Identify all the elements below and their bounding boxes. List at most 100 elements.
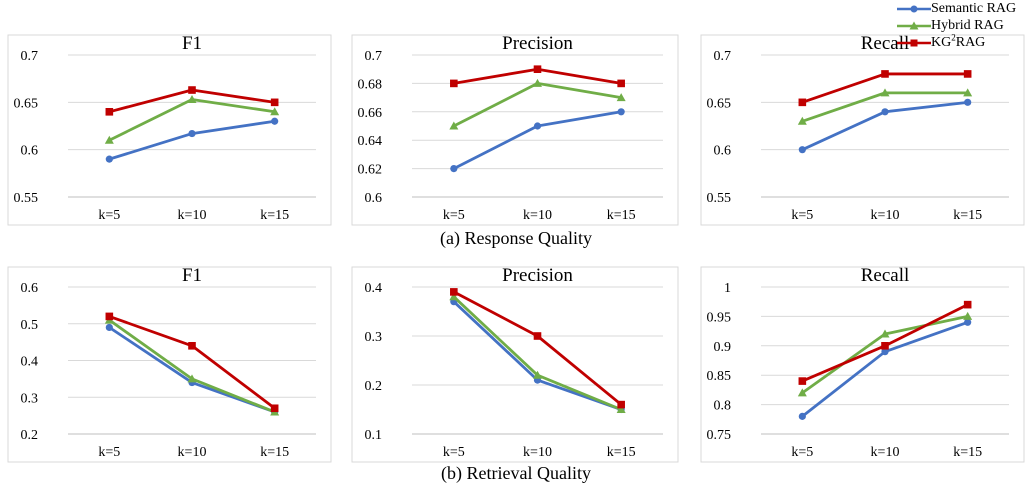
chart-title: Precision [502,33,573,54]
x-tick-label: k=15 [260,445,289,460]
data-point-semantic-rag [964,318,972,326]
data-point-semantic-rag [617,108,625,116]
legend-label: KG2RAG [931,32,986,50]
data-point-kg2rag [881,342,889,350]
data-point-kg2rag [881,70,889,78]
y-tick-label: 0.55 [707,191,732,206]
chart-frame [7,34,332,226]
data-point-kg2rag [188,342,196,350]
data-point-semantic-rag [105,323,113,332]
x-tick-label: k=15 [607,445,636,460]
data-point-kg2rag [533,332,542,340]
chart-title: F1 [182,33,202,54]
y-tick-label: 0.66 [358,106,383,121]
chart-title: F1 [182,265,202,286]
legend-label: Hybrid RAG [931,18,1004,33]
x-tick-label: k=10 [871,208,900,223]
data-point-hybrid-rag [616,405,626,413]
legend-marker-circle-icon [897,5,931,12]
data-point-kg2rag [963,300,972,309]
y-tick-label: 0.8 [714,399,732,414]
y-tick-label: 0.4 [365,281,383,296]
chart-title: Precision [502,265,573,286]
data-point-kg2rag [105,312,114,321]
y-tick-label: 0.4 [21,355,39,370]
data-point-semantic-rag [798,412,806,420]
x-tick-label: k=15 [953,445,982,460]
data-point-hybrid-rag [616,93,626,102]
series-line-kg2rag [108,315,276,410]
x-tick-label: k=10 [523,208,552,223]
y-tick-label: 0.85 [707,369,732,384]
data-point-hybrid-rag [449,121,459,130]
caption-response-quality: (a) Response Quality [440,228,592,248]
legend-item-semantic-rag: Semantic RAG [897,0,1016,17]
y-tick-label: 1 [724,281,731,296]
y-tick-label: 0.1 [365,428,383,443]
data-point-hybrid-rag [533,370,542,379]
x-tick-label: k=5 [443,445,465,460]
legend-marker-square-icon [897,39,931,46]
chart-frame [7,266,332,463]
data-point-hybrid-rag [533,78,542,87]
series-line-hybrid-rag [453,82,622,128]
y-tick-label: 0.6 [365,191,383,206]
y-tick-label: 0.6 [21,281,39,296]
chart-retrieval-quality-recall: 0.75 0.8 0.85 0.9 0.95 1 k=5 k=10 k=15 Recall [700,265,1025,463]
data-point-semantic-rag [798,146,806,154]
data-point-hybrid-rag [963,311,973,320]
chart-frame [351,266,679,463]
data-point-kg2rag [270,404,279,413]
y-tick-label: 0.75 [707,428,732,443]
chart-response-quality-recall: 0.55 0.6 0.65 0.7 k=5 k=10 k=15 Recall [700,33,1025,226]
y-tick-label: 0.3 [365,330,383,345]
y-tick-label: 0.6 [21,144,39,159]
y-tick-label: 0.2 [21,428,39,443]
y-tick-label: 0.64 [358,134,383,149]
data-point-kg2rag [188,86,196,94]
data-point-hybrid-rag [797,388,807,397]
legend-marker-triangle-icon [897,21,931,29]
data-point-kg2rag [533,65,542,73]
y-tick-label: 0.7 [21,49,39,64]
data-point-semantic-rag [533,122,542,130]
legend-label: Semantic RAG [931,1,1017,16]
data-point-kg2rag [617,400,625,409]
legend: Semantic RAG Hybrid RAG KG2RAG [897,0,1016,51]
data-point-hybrid-rag [963,88,973,97]
data-point-kg2rag [798,98,807,107]
y-tick-label: 0.68 [358,77,383,92]
series-line-hybrid-rag [108,318,276,414]
y-tick-label: 0.6 [714,144,732,159]
y-tick-label: 0.95 [707,310,732,325]
data-point-hybrid-rag [449,292,459,301]
data-point-hybrid-rag [104,135,114,144]
data-point-kg2rag [270,98,279,107]
y-tick-label: 0.7 [365,49,383,64]
y-tick-label: 0.5 [21,318,39,333]
chart-response-quality-f1: 0.55 0.6 0.65 0.7 k=5 k=10 k=15 F1 [7,33,332,226]
chart-frame [700,266,1025,463]
series-line-hybrid-rag [801,91,968,123]
y-tick-label: 0.9 [714,340,732,355]
x-tick-label: k=5 [98,445,120,460]
data-point-semantic-rag [881,108,889,116]
x-tick-label: k=5 [791,208,813,223]
data-point-kg2rag [617,79,625,88]
y-tick-label: 0.65 [707,96,732,111]
y-tick-label: 0.2 [365,379,383,394]
x-tick-label: k=15 [260,208,289,223]
data-point-semantic-rag [271,117,279,125]
data-point-hybrid-rag [880,329,890,338]
chart-response-quality-precision: 0.6 0.62 0.64 0.66 0.68 0.7 k=5 k=10 k=15 Precisi… [351,33,679,226]
chart-retrieval-quality-f1: 0.2 0.3 0.4 0.5 0.6 k=5 k=10 k=15 F1 [7,265,332,463]
series-line-kg2rag [453,290,623,406]
data-point-hybrid-rag [797,116,807,125]
x-tick-label: k=15 [953,208,982,223]
y-tick-label: 0.62 [358,163,383,178]
data-point-kg2rag [450,288,458,296]
x-tick-label: k=10 [178,445,207,460]
chart-retrieval-quality-precision: 0.1 0.2 0.3 0.4 k=5 k=10 k=15 Precision [351,265,679,463]
